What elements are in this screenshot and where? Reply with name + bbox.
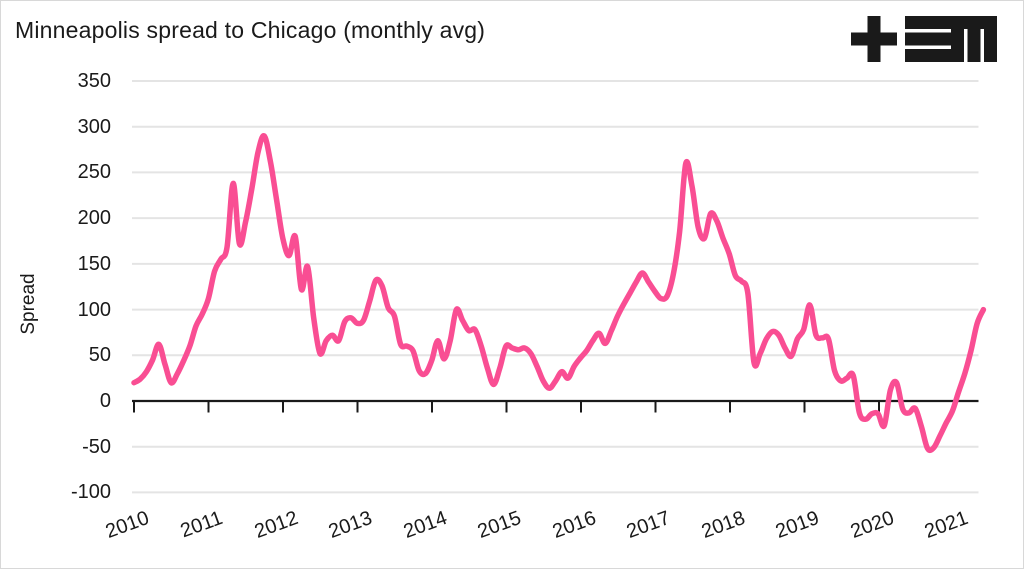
logo-m-right bbox=[984, 16, 997, 62]
spread-series-line bbox=[131, 133, 987, 454]
logo-m-center bbox=[967, 16, 981, 62]
y-axis-tick-label: 150 bbox=[77, 252, 111, 275]
y-axis-tick-label: 350 bbox=[77, 69, 111, 92]
y-axis-tick-label: 100 bbox=[77, 298, 111, 321]
y-axis-tick-label: -50 bbox=[82, 435, 111, 458]
tem-logo bbox=[851, 16, 997, 62]
y-axis-tick-label: 50 bbox=[88, 344, 111, 367]
logo-bar-top bbox=[905, 16, 951, 29]
y-axis-tick-label: 250 bbox=[77, 161, 111, 184]
y-axis-tick-label: 300 bbox=[77, 115, 111, 138]
logo-bar-bottom bbox=[905, 49, 951, 62]
y-axis-tick-label: 200 bbox=[77, 207, 111, 230]
logo-bar-middle bbox=[905, 32, 951, 46]
y-axis-tick-label: -100 bbox=[70, 481, 111, 504]
logo-plus-horizontal bbox=[851, 32, 897, 46]
logo-m-left bbox=[951, 16, 964, 62]
chart-title: Minneapolis spread to Chicago (monthly a… bbox=[15, 17, 486, 43]
y-axis-tick-label: 0 bbox=[99, 390, 111, 412]
